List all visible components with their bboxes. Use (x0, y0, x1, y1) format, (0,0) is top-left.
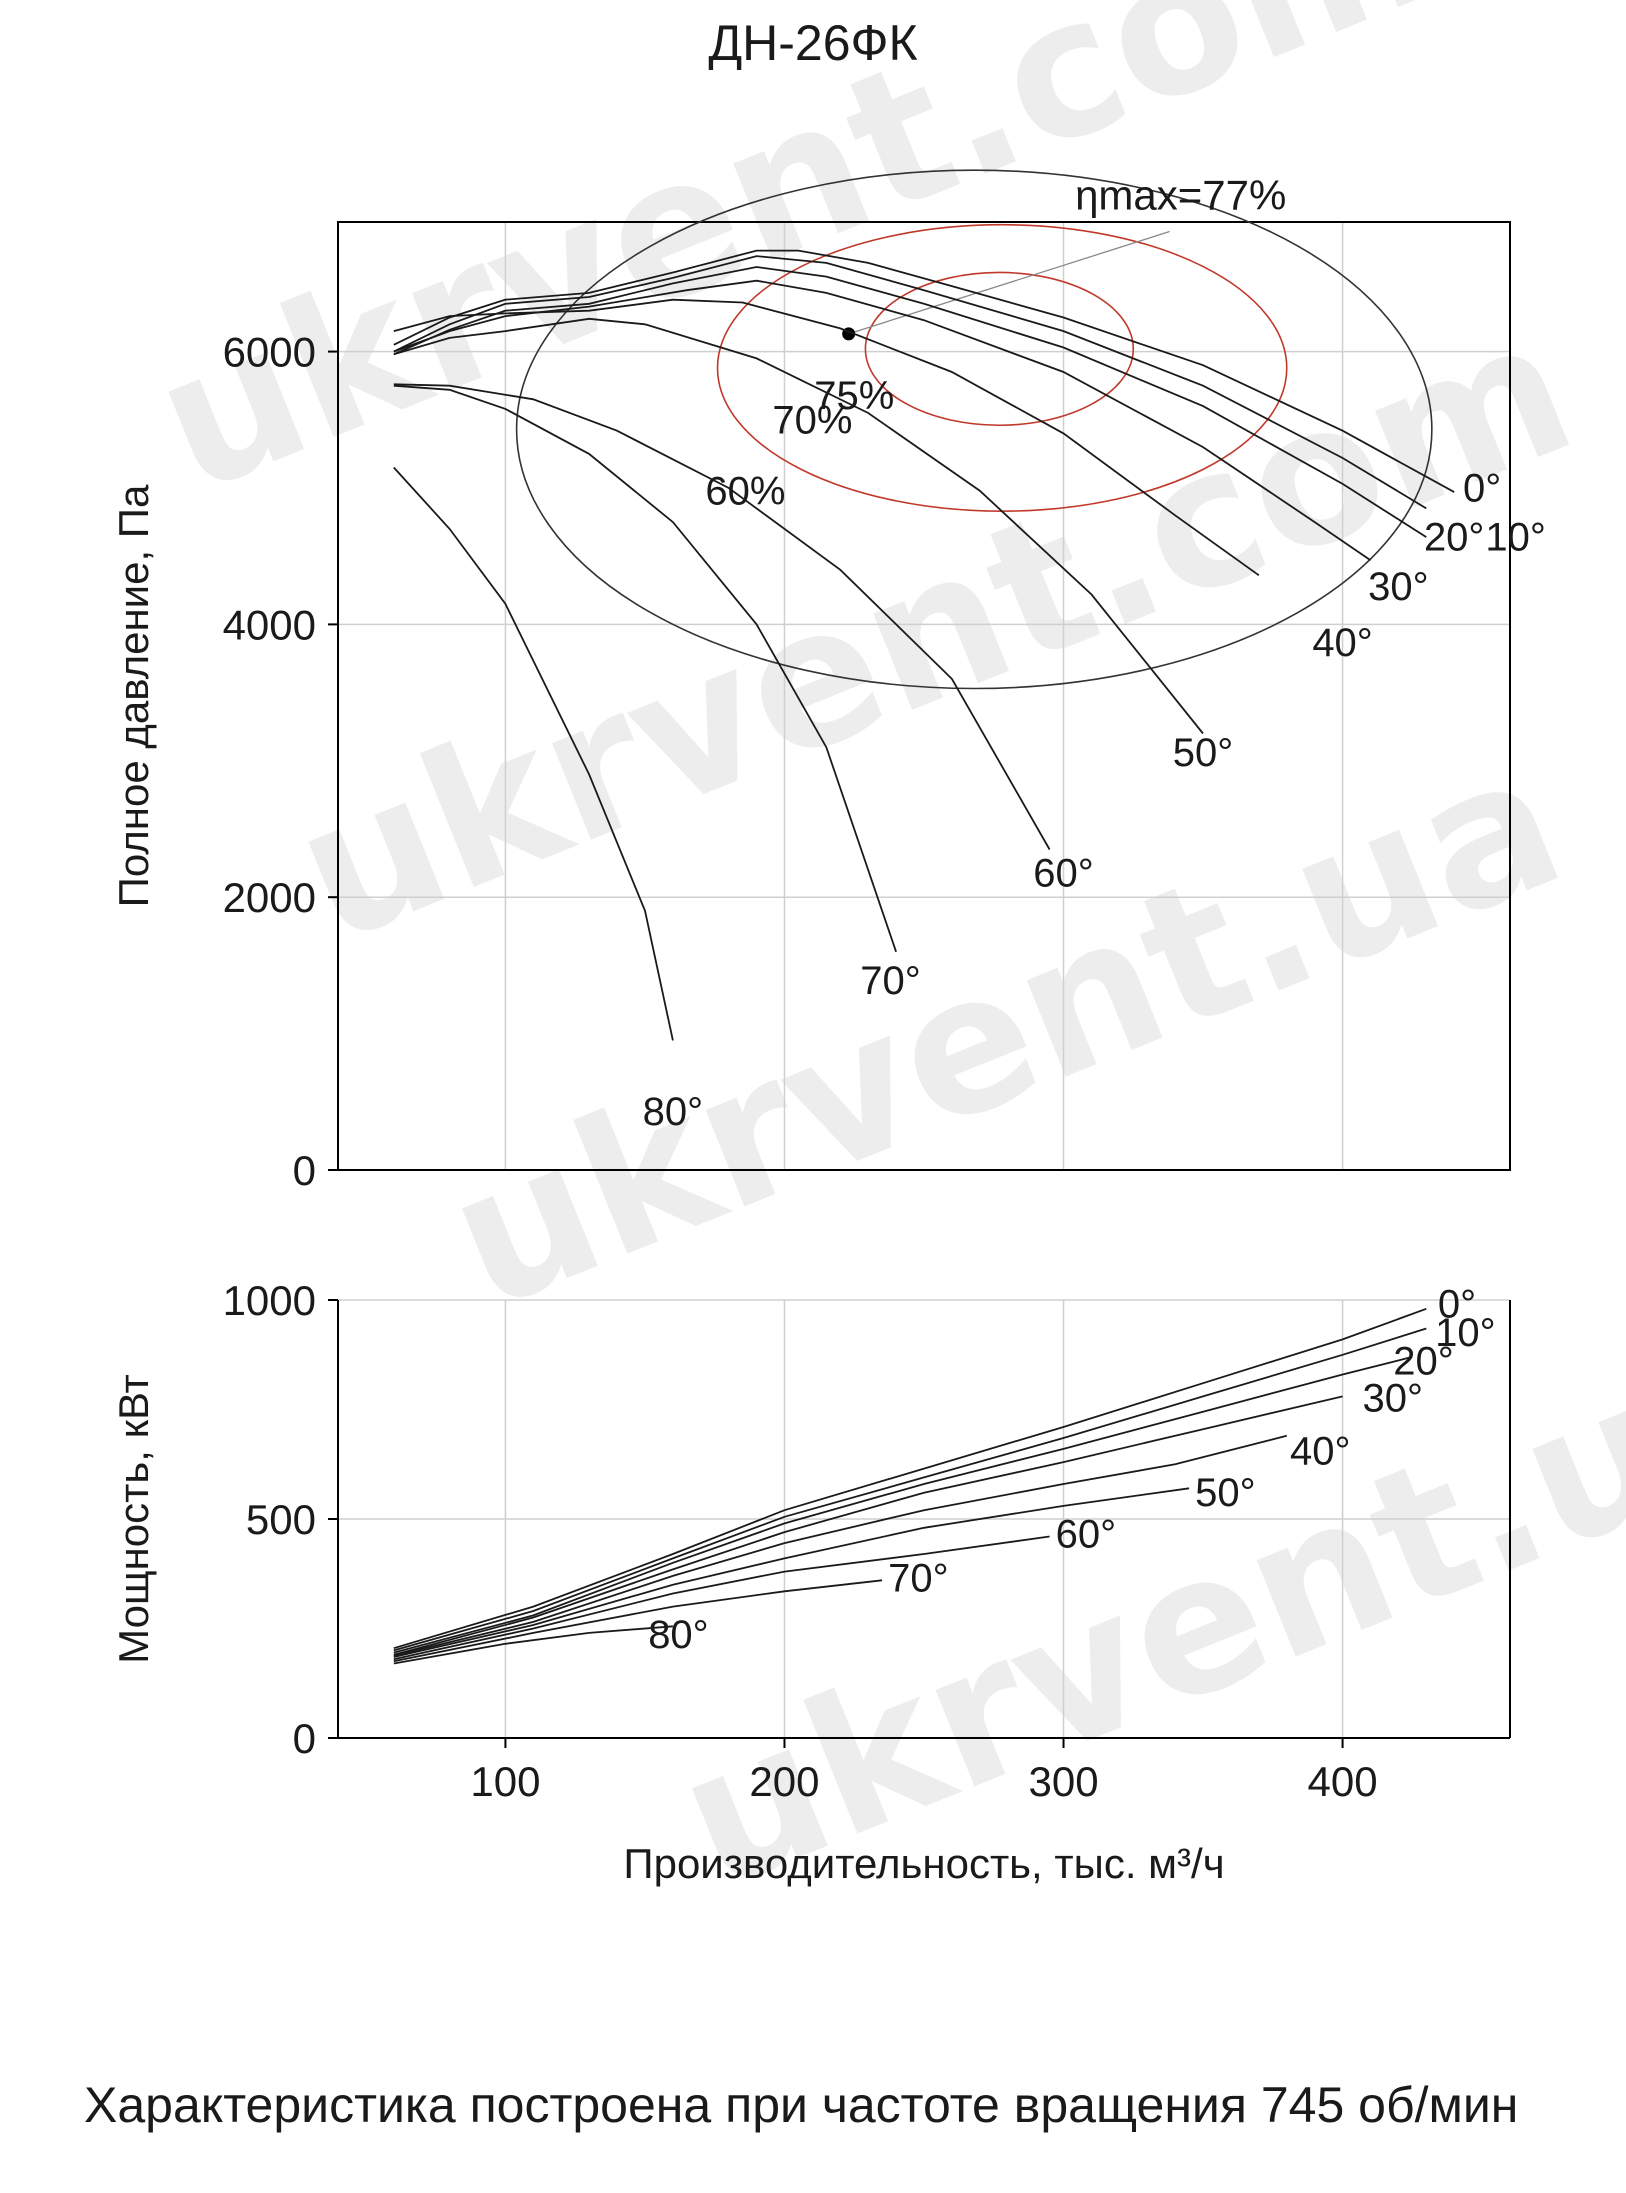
efficiency-contour-label: 70% (772, 398, 852, 442)
pressure-curve (393, 249, 1455, 493)
pressure-axis-label: Полное давление, Па (110, 484, 157, 907)
x-tick-label: 300 (1028, 1758, 1098, 1805)
power-curve-label: 50° (1195, 1471, 1256, 1515)
pressure-ytick-label: 2000 (223, 874, 316, 921)
eta-max-label: ηmax=77% (1075, 172, 1286, 219)
pressure-curve (393, 279, 1372, 562)
pressure-curve (393, 466, 674, 1041)
efficiency-contour-label: 75% (814, 374, 894, 418)
power-curve (393, 1535, 1050, 1661)
pressure-curve-label: 30° (1368, 565, 1429, 609)
power-ytick-label: 1000 (223, 1277, 316, 1324)
pressure-curve-label: 60° (1033, 851, 1094, 895)
power-curve (393, 1395, 1343, 1656)
x-axis-label: Производительность, тыс. м³/ч (623, 1840, 1224, 1887)
power-curve (393, 1579, 883, 1663)
power-ytick-label: 500 (246, 1496, 316, 1543)
efficiency-contour (515, 169, 1433, 690)
pressure-curve-label: 50° (1173, 731, 1234, 775)
power-curve (393, 1434, 1288, 1657)
pressure-curve (393, 317, 1204, 735)
pressure-ytick-label: 0 (293, 1147, 316, 1194)
power-curve-label: 20° (1393, 1339, 1454, 1383)
power-curve-label: 10° (1435, 1311, 1496, 1355)
pressure-ytick-label: 6000 (223, 329, 316, 376)
x-tick-label: 200 (749, 1758, 819, 1805)
power-curve-label: 40° (1290, 1429, 1351, 1473)
power-curve-label: 70° (888, 1556, 949, 1600)
pressure-curve (393, 255, 1427, 510)
rotation-speed-note: Характеристика построена при частоте вра… (84, 2077, 1519, 2133)
efficiency-contour-label: 60% (705, 469, 785, 513)
pressure-curve (393, 383, 1051, 850)
power-axis-label: Мощность, кВт (110, 1374, 157, 1664)
power-curve-label: 30° (1363, 1377, 1424, 1421)
efficiency-contour (864, 271, 1135, 427)
power-curve-label: 60° (1056, 1512, 1117, 1556)
pressure-curve-label: 10° (1485, 516, 1546, 560)
power-curve-label: 0° (1438, 1283, 1476, 1327)
pressure-curve-label: 70° (860, 959, 921, 1003)
power-curve (393, 1487, 1190, 1658)
pressure-ytick-label: 4000 (223, 601, 316, 648)
pressure-plot-frame (337, 221, 1511, 1171)
pressure-curve-label: 80° (643, 1090, 704, 1134)
efficiency-contour (716, 223, 1288, 512)
pressure-curve-label: 40° (1312, 621, 1373, 665)
pressure-curve-label: 20° (1424, 516, 1485, 560)
pressure-curve (393, 298, 1260, 577)
power-ytick-label: 0 (293, 1715, 316, 1762)
pressure-curve (393, 266, 1427, 538)
power-curve-label: 80° (648, 1613, 709, 1657)
pressure-curve (393, 384, 897, 953)
pressure-curve-label: 0° (1463, 467, 1501, 511)
power-curve (393, 1356, 1413, 1654)
eta-max-leader (848, 230, 1170, 335)
x-tick-label: 100 (470, 1758, 540, 1805)
power-curve (393, 1307, 1427, 1650)
x-tick-label: 400 (1308, 1758, 1378, 1805)
power-curve (393, 1625, 673, 1665)
power-curve (393, 1327, 1427, 1652)
chart-title: ДН-26ФК (708, 15, 918, 71)
